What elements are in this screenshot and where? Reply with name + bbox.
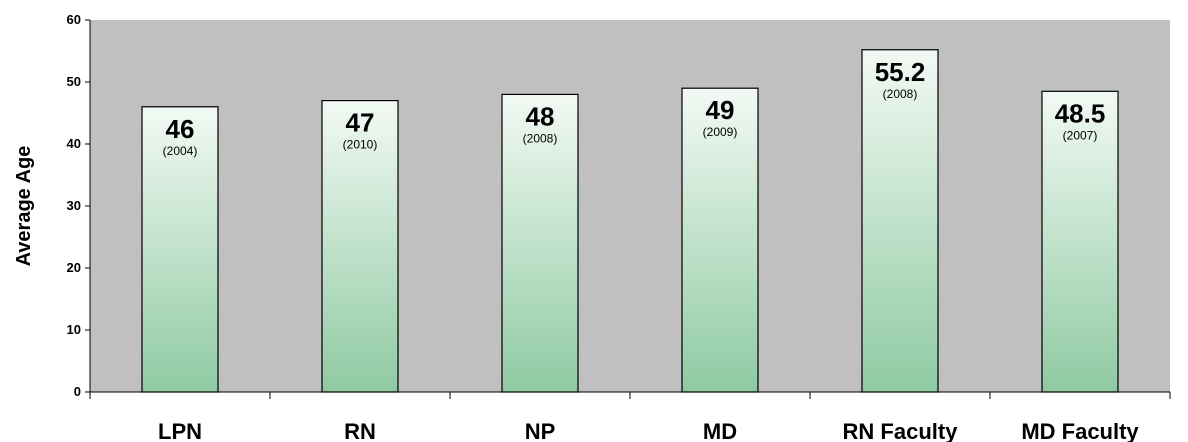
bar-value-label: 46 [166,114,195,144]
y-tick-label: 30 [67,198,81,213]
plot-area [90,20,1170,392]
bar-year-label: (2004) [163,144,198,158]
y-tick-label: 60 [67,12,81,27]
bar [141,106,219,393]
bar-year-label: (2007) [1063,128,1098,142]
bar [861,49,939,393]
x-category-label: NP [525,419,556,442]
bar [321,99,399,393]
bar-year-label: (2008) [523,131,558,145]
bar [1041,90,1119,393]
bar-year-label: (2010) [343,138,378,152]
bar-value-label: 48.5 [1055,98,1106,128]
value-labels: 46(2004)47(2010)48(2008)49(2009)55.2(200… [163,57,1106,158]
x-category-label: RN [344,419,376,442]
bar-value-label: 49 [706,95,735,125]
x-category-label: MD Faculty [1021,419,1139,442]
y-axis: 0 10 20 30 40 50 60 [67,12,91,399]
y-tick-label: 50 [67,74,81,89]
bars [141,49,1119,393]
bar-value-label: 48 [526,101,555,131]
x-axis: LPN RN NP MD RN Faculty MD Faculty [89,391,1171,442]
bar-year-label: (2009) [703,125,738,139]
y-tick-label: 40 [67,136,81,151]
x-category-label: LPN [158,419,202,442]
x-category-label: MD [703,419,737,442]
bar [501,93,579,393]
bar [681,87,759,393]
y-tick-label: 10 [67,322,81,337]
bar-year-label: (2008) [883,87,918,101]
y-tick-label: 0 [74,384,81,399]
x-category-label: RN Faculty [843,419,959,442]
bar-value-label: 47 [346,108,375,138]
bar-value-label: 55.2 [875,57,926,87]
y-tick-label: 20 [67,260,81,275]
y-axis-title: Average Age [13,146,35,267]
